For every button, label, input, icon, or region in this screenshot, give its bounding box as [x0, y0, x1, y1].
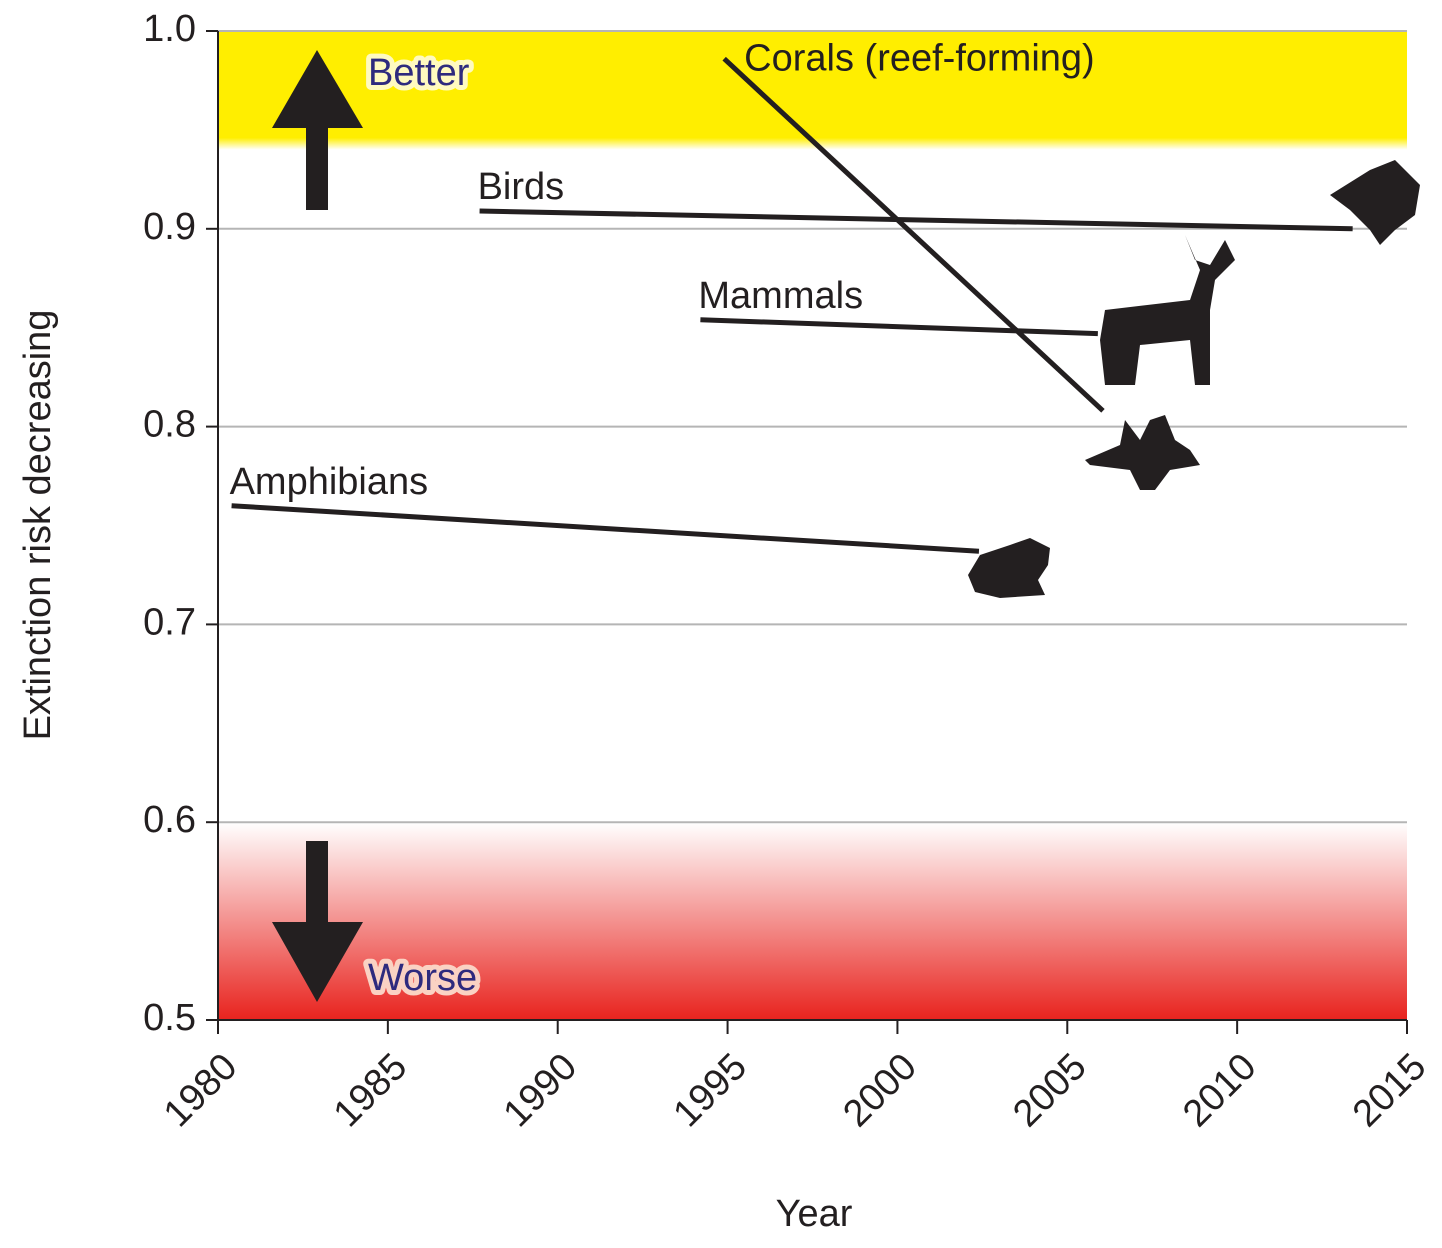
y-tick-label: 0.8: [143, 404, 196, 446]
y-tick-label: 0.7: [143, 601, 196, 643]
animal-icons: [968, 160, 1420, 598]
x-tick-label: 2000: [835, 1046, 924, 1135]
worse-arrow: [272, 841, 363, 1002]
series-line: [231, 503, 980, 554]
series-label: Amphibians: [230, 461, 429, 503]
x-axis-label: Year: [776, 1193, 853, 1235]
y-tick-label: 0.5: [143, 997, 196, 1039]
annotation: Better: [368, 52, 470, 94]
annotation: Worse: [368, 957, 477, 999]
x-tick-label: 1980: [156, 1046, 245, 1135]
y-axis-label: Extinction risk decreasing: [17, 310, 59, 741]
x-tick-label: 1985: [326, 1046, 415, 1135]
series-line: [479, 208, 1353, 232]
series-label: Mammals: [698, 275, 863, 317]
series-line: [722, 56, 1105, 413]
better-arrow: [272, 50, 363, 210]
x-tick-label: 1995: [666, 1046, 755, 1135]
x-tick-label: 2010: [1175, 1046, 1264, 1135]
y-tick-label: 0.6: [143, 799, 196, 841]
y-tick-label: 0.9: [143, 206, 196, 248]
series-line: [700, 317, 1098, 337]
series-label: Corals (reef-forming): [744, 38, 1095, 80]
series-label: Birds: [478, 166, 565, 208]
x-tick-label: 2005: [1005, 1046, 1094, 1135]
y-tick-label: 1.0: [143, 8, 196, 50]
x-tick-label: 2015: [1345, 1046, 1434, 1135]
x-tick-label: 1990: [496, 1046, 585, 1135]
band: [218, 31, 1407, 150]
band: [218, 822, 1407, 1020]
